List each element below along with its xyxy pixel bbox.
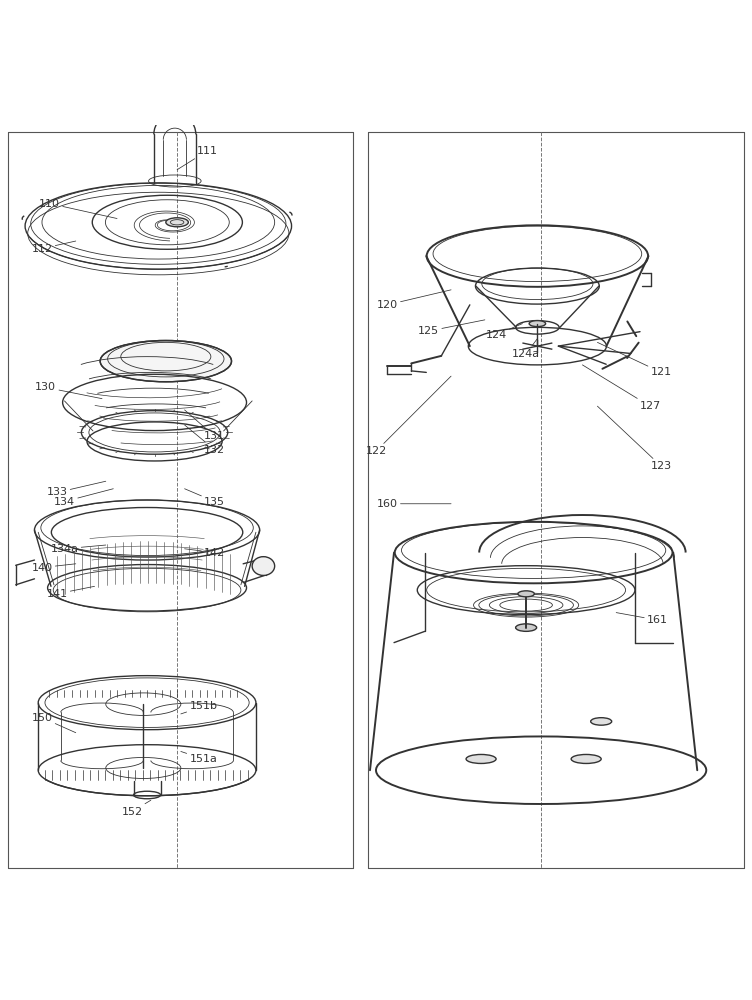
Ellipse shape bbox=[572, 754, 601, 763]
Ellipse shape bbox=[516, 624, 537, 631]
Text: 130: 130 bbox=[35, 382, 102, 399]
Text: 125: 125 bbox=[418, 320, 485, 336]
Text: 160: 160 bbox=[377, 499, 451, 509]
Text: 152: 152 bbox=[122, 800, 151, 817]
Ellipse shape bbox=[166, 218, 188, 227]
Text: 131: 131 bbox=[184, 410, 225, 441]
Text: 161: 161 bbox=[616, 613, 668, 625]
Ellipse shape bbox=[590, 718, 611, 725]
Text: 121: 121 bbox=[597, 342, 672, 377]
Text: 151b: 151b bbox=[180, 701, 217, 714]
Text: 120: 120 bbox=[377, 290, 451, 310]
Text: 110: 110 bbox=[39, 199, 117, 219]
Ellipse shape bbox=[100, 340, 232, 382]
Text: 133: 133 bbox=[47, 481, 106, 497]
Text: 127: 127 bbox=[582, 365, 660, 411]
Text: 123: 123 bbox=[597, 406, 672, 471]
Text: 112: 112 bbox=[32, 241, 76, 254]
Text: 111: 111 bbox=[177, 146, 217, 170]
Ellipse shape bbox=[252, 557, 274, 575]
Text: 142: 142 bbox=[184, 548, 226, 558]
Text: 132: 132 bbox=[184, 425, 225, 455]
Text: 122: 122 bbox=[365, 376, 451, 456]
Ellipse shape bbox=[518, 591, 535, 597]
Text: 151a: 151a bbox=[180, 751, 217, 764]
Text: 140: 140 bbox=[32, 563, 76, 573]
Text: 141: 141 bbox=[47, 586, 95, 599]
Text: 124a: 124a bbox=[512, 339, 540, 359]
Ellipse shape bbox=[466, 754, 496, 763]
Text: 150: 150 bbox=[32, 713, 76, 733]
Text: 134: 134 bbox=[54, 489, 114, 507]
Text: 124: 124 bbox=[486, 324, 523, 340]
Text: 134a: 134a bbox=[50, 544, 106, 554]
Text: 135: 135 bbox=[184, 489, 225, 507]
Ellipse shape bbox=[529, 321, 546, 327]
